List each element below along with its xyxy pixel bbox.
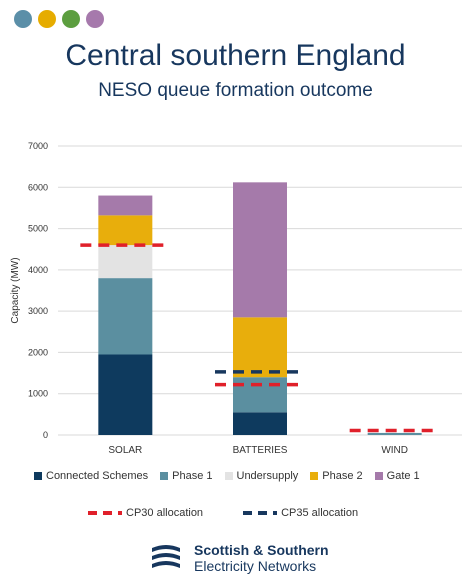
chart-title: Central southern England — [65, 39, 406, 72]
y-tick-label: 6000 — [28, 182, 48, 192]
dot-purple — [86, 10, 104, 28]
legend-label: CP30 allocation — [126, 507, 204, 519]
legend-label: Phase 2 — [322, 470, 363, 482]
brand-line-2: Electricity Networks — [194, 558, 317, 574]
legend-item: CP30 allocation — [88, 507, 203, 519]
legend-item: CP35 allocation — [243, 507, 358, 519]
allocation-legend: CP30 allocation CP35 allocation — [88, 507, 418, 519]
bar-solar-phase-2 — [98, 215, 153, 246]
legend-swatch — [160, 472, 169, 480]
legend-item: Gate 1 — [374, 470, 420, 482]
bar-batteries-connected-schemes — [233, 412, 287, 435]
brand-line-1: Scottish & Southern — [194, 542, 329, 558]
y-axis-label: Capacity (MW) — [10, 257, 21, 323]
bar-solar-phase-1 — [98, 278, 153, 355]
series-legend: Connected Schemes Phase 1 Undersupply Phase… — [34, 470, 464, 482]
x-tick-label: BATTERIES — [233, 445, 288, 456]
logo-mark-icon — [152, 545, 180, 568]
bar-wind-phase-1 — [367, 432, 422, 435]
legend-swatch — [310, 472, 319, 480]
legend-item: Undersupply — [224, 470, 299, 482]
y-tick-label: 7000 — [28, 141, 48, 151]
legend-swatch — [34, 472, 42, 480]
y-tick-label: 2000 — [28, 347, 48, 357]
legend-dash-swatch — [243, 511, 278, 515]
legend-label: CP35 allocation — [281, 507, 359, 519]
bar-solar-undersupply — [98, 245, 153, 279]
y-tick-label: 4000 — [28, 265, 48, 275]
company-logo: Scottish & Southern Electricity Networks — [148, 542, 329, 574]
legend-label: Undersupply — [236, 470, 299, 482]
bar-solar-gate-1 — [98, 195, 153, 216]
dot-blue — [14, 10, 32, 28]
y-tick-label: 3000 — [28, 306, 48, 316]
y-tick-label: 5000 — [28, 224, 48, 234]
chart-area: 0 1000 2000 3000 4000 5000 6000 7000 Capacity (M… — [10, 141, 462, 456]
legend-dash-swatch — [88, 511, 122, 515]
bar-batteries-phase-1 — [233, 377, 287, 413]
legend-swatch — [374, 472, 383, 480]
dot-yellow — [38, 10, 56, 28]
header-dots — [14, 10, 104, 28]
y-tick-label: 1000 — [28, 389, 48, 399]
x-tick-label: WIND — [381, 445, 408, 456]
bar-solar-connected-schemes — [98, 354, 153, 435]
dot-green — [62, 10, 80, 28]
y-tick-label: 0 — [43, 430, 48, 440]
bar-batteries-gate-1 — [233, 182, 287, 318]
bar-batteries-phase-2 — [233, 317, 287, 378]
x-tick-label: SOLAR — [108, 445, 142, 456]
legend-swatch — [224, 472, 233, 480]
legend-label: Phase 1 — [172, 470, 213, 482]
legend-item: Connected Schemes — [34, 470, 148, 482]
chart-subtitle: NESO queue formation outcome — [98, 80, 373, 101]
legend-label: Connected Schemes — [46, 470, 149, 482]
legend-label: Gate 1 — [386, 470, 420, 482]
legend-item: Phase 2 — [310, 470, 363, 482]
legend-item: Phase 1 — [160, 470, 213, 482]
